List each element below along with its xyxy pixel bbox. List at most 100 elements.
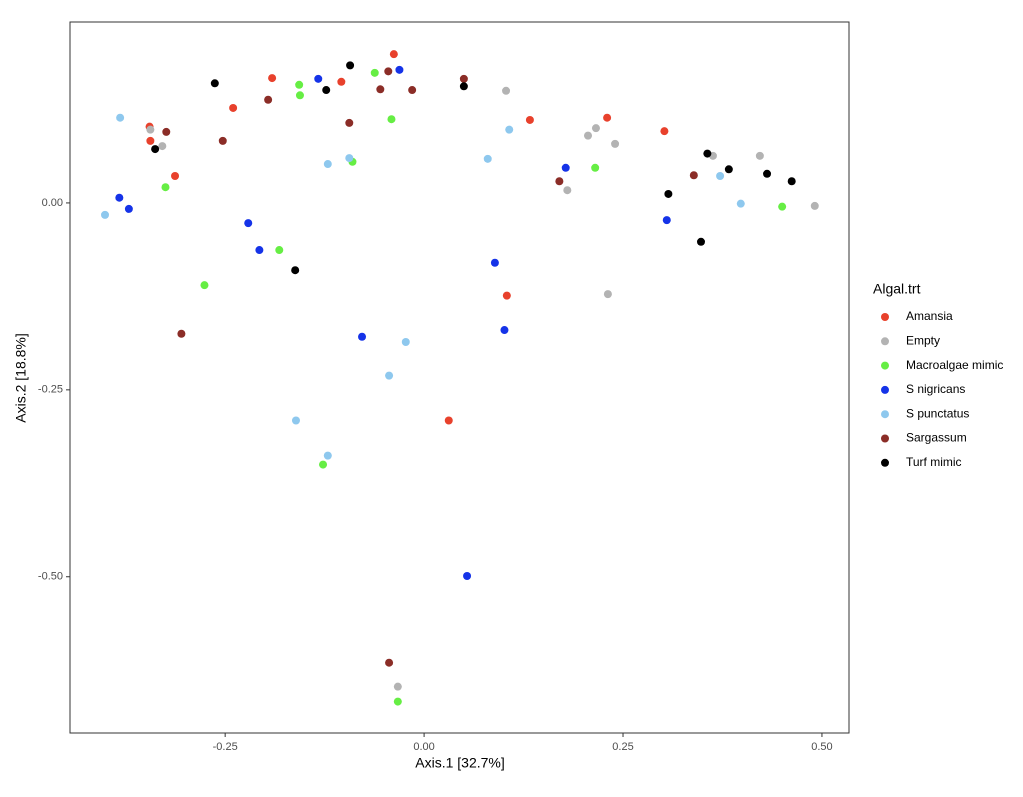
point — [291, 266, 300, 275]
point — [116, 113, 125, 122]
point — [689, 171, 698, 180]
point — [376, 85, 385, 94]
point — [755, 151, 764, 160]
point — [389, 50, 398, 59]
point — [345, 154, 354, 163]
point — [322, 86, 331, 95]
point — [162, 127, 171, 136]
point — [502, 86, 511, 95]
x-axis-title: Axis.1 [32.7%] — [415, 755, 505, 771]
panel — [69, 21, 850, 734]
point — [810, 201, 819, 210]
point — [346, 61, 355, 70]
legend-label: S nigricans — [906, 382, 965, 396]
point — [295, 80, 304, 89]
legend-marker — [881, 361, 889, 370]
point — [787, 177, 796, 186]
point — [295, 91, 304, 100]
point — [323, 451, 332, 460]
point — [395, 65, 404, 74]
point — [393, 682, 402, 691]
point — [696, 237, 705, 246]
point — [591, 124, 600, 133]
point — [563, 186, 572, 195]
point — [200, 281, 209, 290]
point — [664, 189, 673, 198]
point — [459, 82, 468, 91]
point — [319, 460, 328, 469]
legend-label: Macroalgae mimic — [906, 358, 1003, 372]
point — [255, 246, 264, 255]
point — [345, 118, 354, 127]
point — [444, 416, 453, 425]
point — [525, 115, 534, 124]
x-tick-label: -0.25 — [213, 741, 238, 753]
point — [161, 183, 170, 192]
x-tick-label: 0.25 — [612, 741, 633, 753]
point — [218, 136, 227, 145]
point — [660, 127, 669, 136]
point — [459, 74, 468, 83]
legend-marker — [881, 337, 889, 346]
point — [323, 160, 332, 169]
point — [385, 371, 394, 380]
point — [561, 163, 570, 172]
legend-label: Sargassum — [906, 431, 967, 445]
point — [591, 163, 600, 172]
point — [505, 125, 514, 134]
point — [584, 131, 593, 140]
point — [763, 169, 772, 178]
legend-label: Turf mimic — [906, 455, 962, 469]
point — [716, 172, 725, 181]
point — [370, 68, 379, 77]
point — [314, 74, 323, 83]
point — [393, 697, 402, 706]
point — [401, 337, 410, 346]
point — [385, 658, 394, 667]
point — [171, 172, 180, 181]
point — [151, 145, 160, 154]
x-tick-label: 0.50 — [811, 741, 832, 753]
point — [146, 125, 155, 134]
point — [177, 329, 186, 338]
y-axis-title: Axis.2 [18.8%] — [13, 333, 29, 423]
point — [101, 210, 110, 219]
point — [662, 216, 671, 225]
y-tick-label: -0.50 — [38, 571, 63, 583]
point — [502, 291, 511, 300]
point — [337, 77, 346, 86]
legend-marker — [881, 313, 889, 321]
point — [268, 74, 277, 83]
point — [703, 149, 712, 158]
point — [724, 165, 733, 174]
point — [500, 326, 509, 335]
legend-marker — [881, 385, 889, 394]
point — [778, 202, 787, 211]
point — [490, 258, 499, 267]
point — [244, 219, 253, 228]
legend-title: Algal.trt — [873, 281, 921, 297]
point — [210, 79, 219, 88]
point — [408, 86, 417, 95]
point — [229, 103, 238, 112]
point — [158, 142, 167, 151]
legend-marker — [881, 458, 889, 467]
point — [483, 154, 492, 163]
point — [611, 139, 620, 148]
point — [555, 177, 564, 186]
legend-label: Amansia — [906, 309, 953, 323]
y-tick-label: -0.25 — [38, 384, 63, 396]
point — [384, 67, 393, 76]
legend-marker — [881, 434, 889, 443]
point — [124, 204, 133, 213]
point — [387, 115, 396, 124]
y-tick-label: 0.00 — [42, 197, 63, 209]
legend-label: Empty — [906, 333, 940, 347]
point — [275, 246, 284, 255]
x-tick-label: 0.00 — [413, 741, 434, 753]
point — [291, 416, 300, 425]
point — [603, 113, 612, 122]
point — [264, 95, 273, 104]
point — [603, 290, 612, 299]
